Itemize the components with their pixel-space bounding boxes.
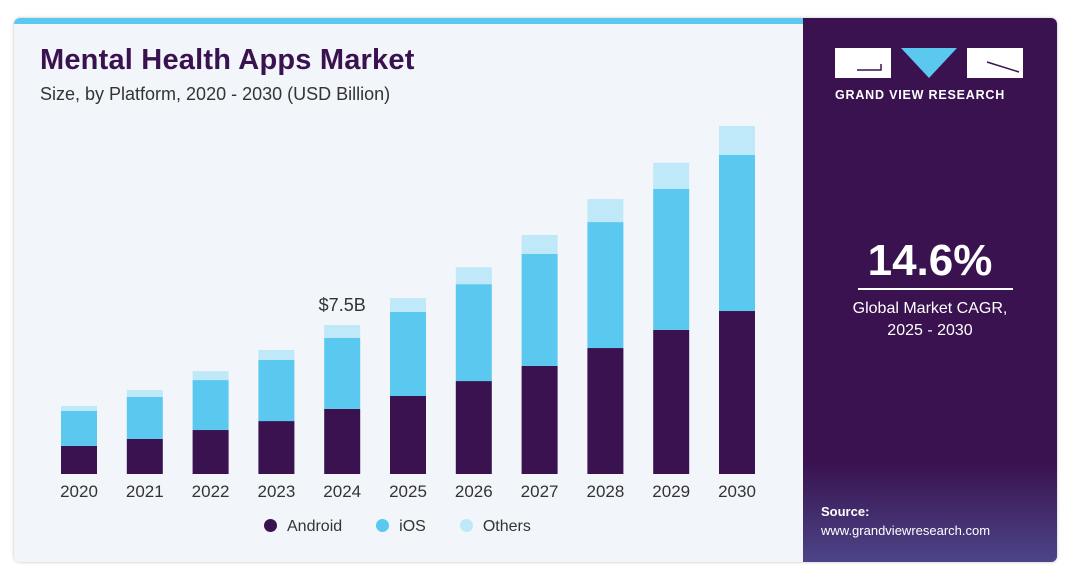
info-panel: GRAND VIEW RESEARCH 14.6% Global Market … [803,18,1057,562]
bar-android-2021 [126,438,163,474]
bar-others-2026 [455,267,492,285]
bar-others-2025 [390,298,426,313]
bar-others-2022 [192,371,229,381]
source-url[interactable]: www.grandviewresearch.com [821,523,991,538]
bar-ios-2020 [61,410,97,446]
x-tick-label: 2027 [521,482,559,501]
legend-label: Others [482,518,531,535]
bar-ios-2029 [653,188,690,330]
x-tick-label: 2020 [60,482,98,501]
legend-swatch [376,519,390,532]
legend-label: iOS [399,518,426,535]
bar-android-2026 [455,381,492,474]
bar-android-2024 [324,408,361,474]
x-tick-label: 2030 [718,482,756,501]
cagr-label: Global Market CAGR, 2025 - 2030 [803,298,1057,342]
x-tick-label: 2022 [192,482,230,501]
bar-android-2030 [719,311,755,474]
bar-ios-2026 [455,284,492,382]
legend-item-ios: iOS [376,518,426,536]
bar-android-2027 [521,365,558,474]
legend: Android iOS Others [264,518,531,536]
chart-panel: Mental Health Apps Market Size, by Platf… [14,18,803,562]
bar-ios-2028 [587,222,624,349]
legend-item-others: Others [459,518,531,536]
grand-view-research-logo-icon [835,48,1023,78]
x-tick-label: 2026 [455,482,493,501]
legend-label: Android [287,518,343,535]
source: Source: www.grandviewresearch.com [821,502,990,540]
x-tick-label: 2025 [389,482,427,501]
accent-stripe [14,18,803,24]
bar-android-2029 [653,329,690,474]
divider [858,288,1013,290]
legend-swatch [459,519,473,532]
x-tick-label: 2024 [323,482,361,501]
bar-others-2020 [61,405,97,411]
decorative-grid [803,462,1057,562]
infographic-card: Mental Health Apps Market Size, by Platf… [14,18,1057,562]
bar-others-2030 [719,125,755,156]
bar-others-2024 [324,324,361,338]
cagr-label-line2: 2025 - 2030 [887,322,973,339]
bar-android-2028 [587,348,624,474]
legend-item-android: Android [264,518,342,536]
bar-ios-2021 [126,396,163,439]
x-tick-label: 2021 [126,482,164,501]
bar-chart: 2020 2021 2022 2023 2024 $7.5B 2025 2026 2027 202… [60,125,756,501]
chart-title: Mental Health Apps Market [40,44,415,76]
bar-ios-2024 [324,337,361,409]
bar-android-2025 [390,395,426,474]
bar-android-2022 [192,430,229,474]
bar-android-2023 [258,421,295,474]
legend-swatch [264,519,277,532]
brand-name: GRAND VIEW RESEARCH [835,88,1006,102]
bar-ios-2023 [258,359,295,422]
bar-ios-2027 [521,253,558,366]
data-label: $7.5B [319,295,366,315]
bar-android-2020 [61,445,97,474]
cagr-label-line1: Global Market CAGR, [852,300,1008,317]
bar-others-2027 [521,235,558,254]
cagr-value: 14.6% [867,236,993,285]
bar-others-2029 [653,162,690,189]
x-tick-label: 2028 [586,482,624,501]
source-label: Source: [821,504,870,519]
bar-ios-2030 [719,155,755,312]
bar-ios-2022 [192,380,229,431]
x-tick-label: 2029 [652,482,690,501]
bar-others-2023 [258,350,295,360]
bar-others-2021 [126,390,163,397]
bar-ios-2025 [390,312,426,396]
x-tick-label: 2023 [257,482,295,501]
bar-others-2028 [587,198,624,223]
chart-subtitle: Size, by Platform, 2020 - 2030 (USD Bill… [40,84,391,104]
